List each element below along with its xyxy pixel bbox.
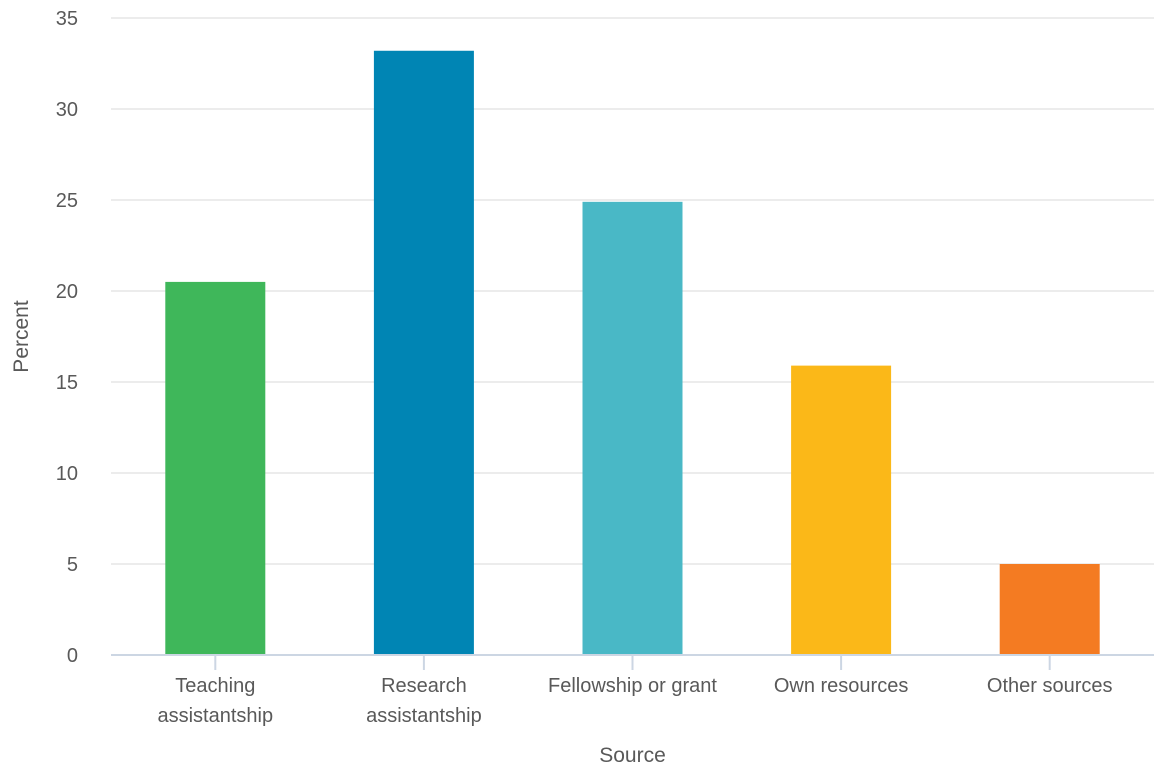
- bar: [791, 365, 892, 655]
- y-tick-label: 20: [56, 281, 78, 303]
- x-tick-label: Teaching assistantship: [157, 675, 273, 727]
- y-tick-label: 35: [56, 8, 78, 30]
- bar: [373, 50, 474, 655]
- y-tick-label: 0: [67, 645, 78, 667]
- x-tick-label: Research assistantship: [366, 675, 482, 727]
- y-tick-label: 30: [56, 99, 78, 121]
- y-tick-label: 15: [56, 372, 78, 394]
- y-tick-label: 25: [56, 190, 78, 212]
- y-axis-title: Percent: [10, 300, 33, 373]
- bar: [582, 201, 683, 655]
- x-tick-labels: Teaching assistantship Research assistantsh…: [157, 675, 1112, 727]
- y-tick-labels: 0 5 10 15 20 25 30 35: [56, 8, 78, 667]
- bar: [165, 281, 266, 655]
- y-tick-label: 5: [67, 554, 78, 576]
- bar: [999, 564, 1100, 655]
- bars: [165, 50, 1100, 655]
- x-tick-marks: [214, 655, 1051, 670]
- x-tick-label: Fellowship or grant: [548, 675, 717, 697]
- y-tick-label: 10: [56, 463, 78, 485]
- x-axis-title: Source: [599, 744, 666, 767]
- x-tick-label: Other sources: [987, 675, 1113, 697]
- x-tick-label: Own resources: [774, 675, 909, 697]
